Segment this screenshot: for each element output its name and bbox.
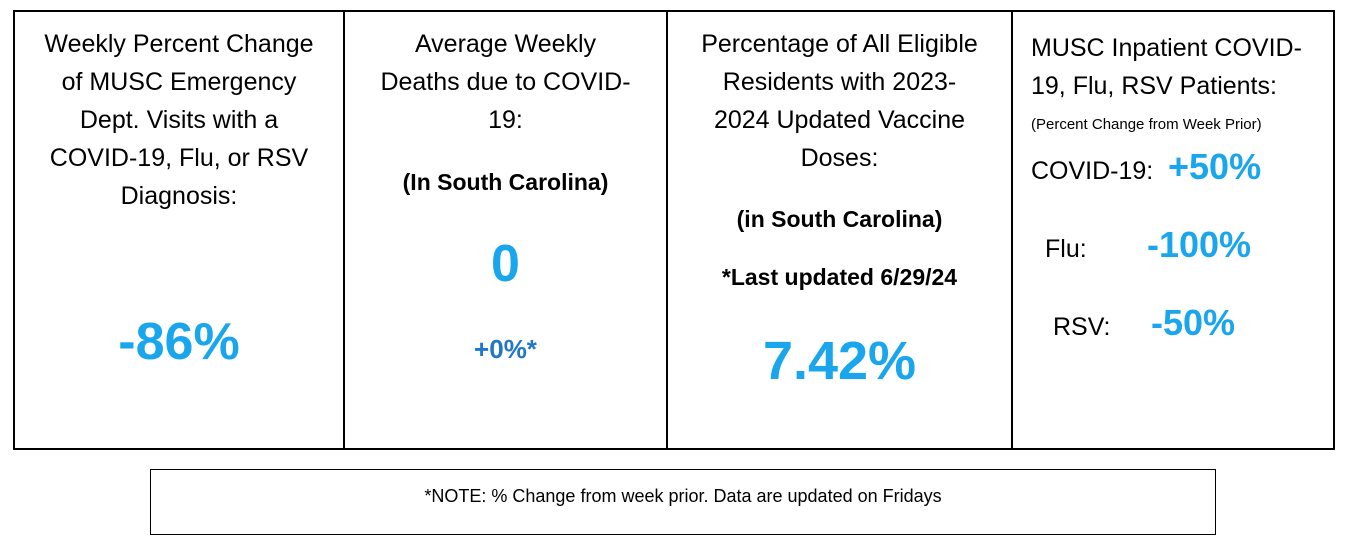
deaths-title: Average Weekly Deaths due to COVID- 19: <box>345 25 666 139</box>
er-visits-panel: Weekly Percent Change of MUSC Emergency … <box>15 12 345 448</box>
title-line: Percentage of All Eligible <box>701 30 978 58</box>
deaths-region: (In South Carolina) <box>402 169 609 195</box>
rsv-label: RSV: <box>1053 313 1111 341</box>
title-line: COVID-19, Flu, or RSV <box>49 144 309 172</box>
title-line: 19: <box>488 106 523 134</box>
flu-value: -100% <box>1147 224 1252 265</box>
title-line: Diagnosis: <box>120 182 238 210</box>
vaccine-updated: *Last updated 6/29/24 <box>721 264 958 290</box>
title-line: Residents with 2023- <box>722 68 957 96</box>
title-line: MUSC Inpatient COVID- <box>1031 34 1302 62</box>
dashboard-panels: Weekly Percent Change of MUSC Emergency … <box>13 10 1335 450</box>
title-line: of MUSC Emergency <box>61 68 297 96</box>
deaths-panel: Average Weekly Deaths due to COVID- 19: … <box>345 12 668 448</box>
vaccine-title: Percentage of All Eligible Residents wit… <box>668 25 1011 177</box>
inpatient-panel: MUSC Inpatient COVID- 19, Flu, RSV Patie… <box>1013 12 1333 448</box>
title-line: Deaths due to COVID- <box>380 68 631 96</box>
title-line: Average Weekly <box>414 30 597 58</box>
er-visits-title: Weekly Percent Change of MUSC Emergency … <box>15 25 343 215</box>
rsv-value: -50% <box>1151 302 1236 343</box>
title-line: Weekly Percent Change <box>44 30 314 58</box>
deaths-change: +0%* <box>474 334 537 364</box>
title-line: Dept. Visits with a <box>79 106 279 134</box>
inpatient-title: MUSC Inpatient COVID- 19, Flu, RSV Patie… <box>1031 29 1321 105</box>
vaccine-panel: Percentage of All Eligible Residents wit… <box>668 12 1013 448</box>
flu-label: Flu: <box>1045 235 1087 263</box>
title-line: 2024 Updated Vaccine <box>713 106 966 134</box>
title-line: 19, Flu, RSV Patients: <box>1031 72 1277 100</box>
footnote: *NOTE: % Change from week prior. Data ar… <box>150 469 1216 535</box>
covid-value: +50% <box>1168 146 1262 187</box>
vaccine-value: 7.42% <box>762 331 917 391</box>
covid-label: COVID-19: <box>1031 157 1154 185</box>
deaths-value: 0 <box>491 235 520 293</box>
er-visits-value: -86% <box>118 313 240 371</box>
title-line: Doses: <box>800 144 879 172</box>
vaccine-region: (in South Carolina) <box>736 206 943 232</box>
inpatient-subtitle: (Percent Change from Week Prior) <box>1031 116 1262 133</box>
